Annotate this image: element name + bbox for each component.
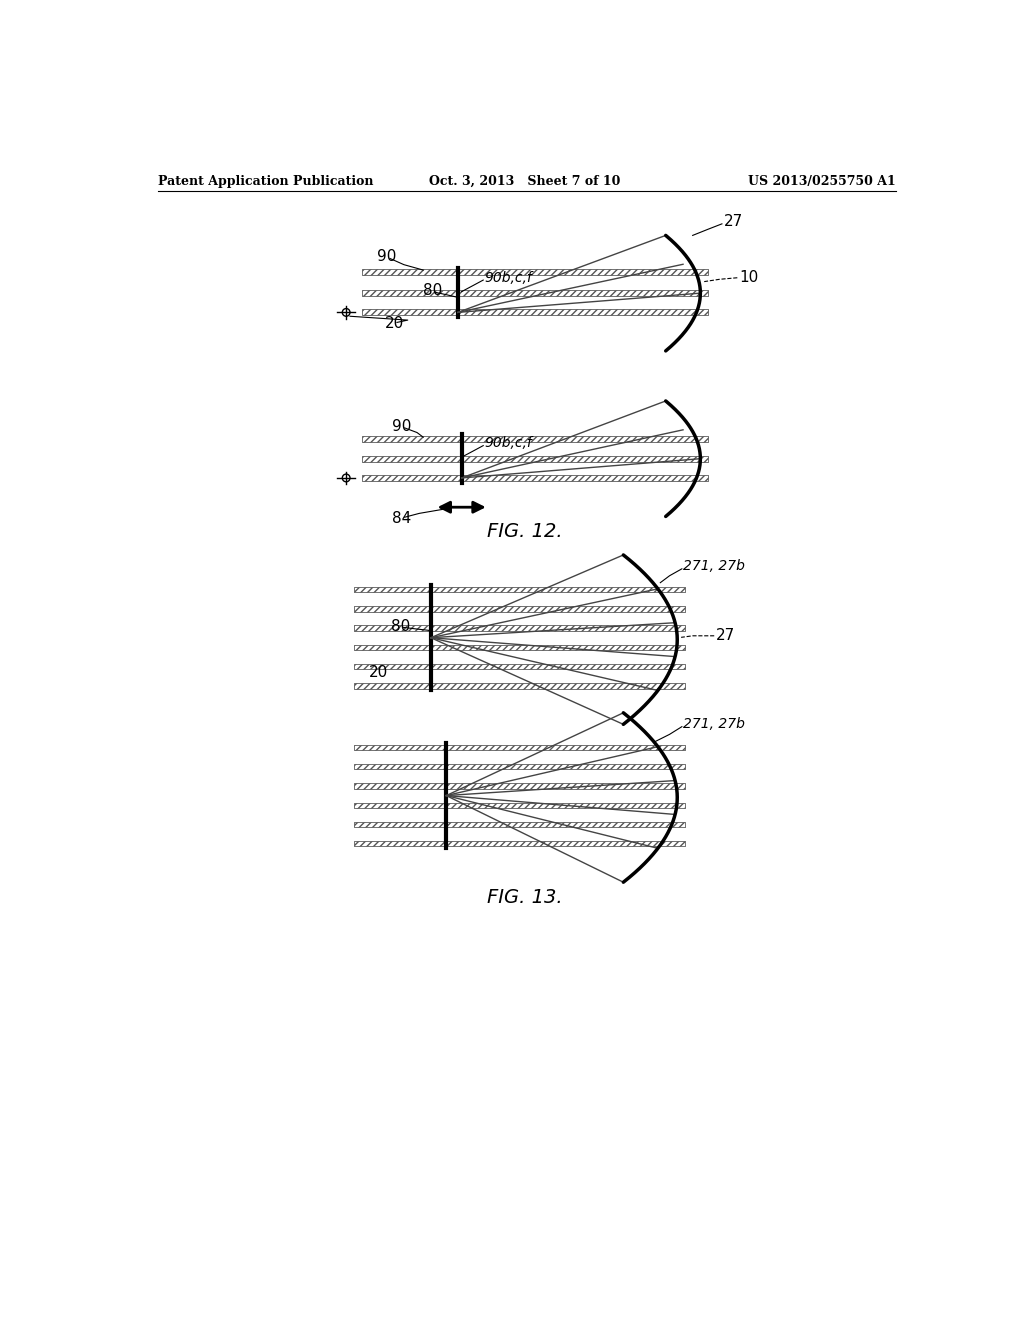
Text: 27: 27	[716, 628, 735, 643]
Text: 80: 80	[423, 284, 442, 298]
Text: 27: 27	[724, 214, 742, 230]
Bar	[354, 664, 685, 669]
Bar	[354, 744, 685, 750]
Bar	[361, 269, 708, 276]
Text: 90b,c,f: 90b,c,f	[484, 271, 532, 285]
Bar	[361, 309, 708, 315]
Text: 90: 90	[377, 249, 396, 264]
Text: 271, 27b: 271, 27b	[683, 717, 745, 731]
Text: US 2013/0255750 A1: US 2013/0255750 A1	[749, 176, 896, 187]
Text: FIG. 12.: FIG. 12.	[487, 523, 562, 541]
Text: 84: 84	[392, 511, 412, 527]
Bar	[354, 841, 685, 846]
Text: Patent Application Publication: Patent Application Publication	[158, 176, 373, 187]
Bar	[361, 455, 708, 462]
Bar	[354, 822, 685, 828]
Text: 90b,c,f: 90b,c,f	[484, 437, 532, 450]
Bar	[361, 290, 708, 296]
Bar	[361, 436, 708, 442]
Text: Oct. 3, 2013   Sheet 7 of 10: Oct. 3, 2013 Sheet 7 of 10	[429, 176, 621, 187]
Bar	[354, 587, 685, 593]
Bar	[354, 803, 685, 808]
Bar	[354, 822, 685, 828]
Bar	[354, 644, 685, 649]
Bar	[354, 803, 685, 808]
Bar	[354, 783, 685, 788]
Text: 80: 80	[391, 619, 410, 634]
Text: 271, 27b: 271, 27b	[683, 560, 745, 573]
Bar	[354, 783, 685, 788]
Text: 10: 10	[739, 271, 758, 285]
Bar	[354, 644, 685, 649]
Bar	[361, 475, 708, 480]
Bar	[361, 436, 708, 442]
Bar	[361, 475, 708, 480]
Text: 90: 90	[392, 418, 412, 434]
Bar	[361, 455, 708, 462]
Bar	[354, 606, 685, 611]
Bar	[361, 269, 708, 276]
Bar	[354, 587, 685, 593]
Bar	[354, 764, 685, 770]
Bar	[354, 841, 685, 846]
Bar	[354, 684, 685, 689]
Bar	[361, 309, 708, 315]
Bar	[354, 664, 685, 669]
Bar	[354, 764, 685, 770]
Text: 20: 20	[370, 665, 388, 680]
Bar	[361, 290, 708, 296]
Text: 20: 20	[385, 317, 403, 331]
Text: FIG. 13.: FIG. 13.	[487, 888, 562, 907]
Bar	[354, 606, 685, 611]
Bar	[354, 744, 685, 750]
Bar	[354, 626, 685, 631]
Bar	[354, 626, 685, 631]
Bar	[354, 684, 685, 689]
